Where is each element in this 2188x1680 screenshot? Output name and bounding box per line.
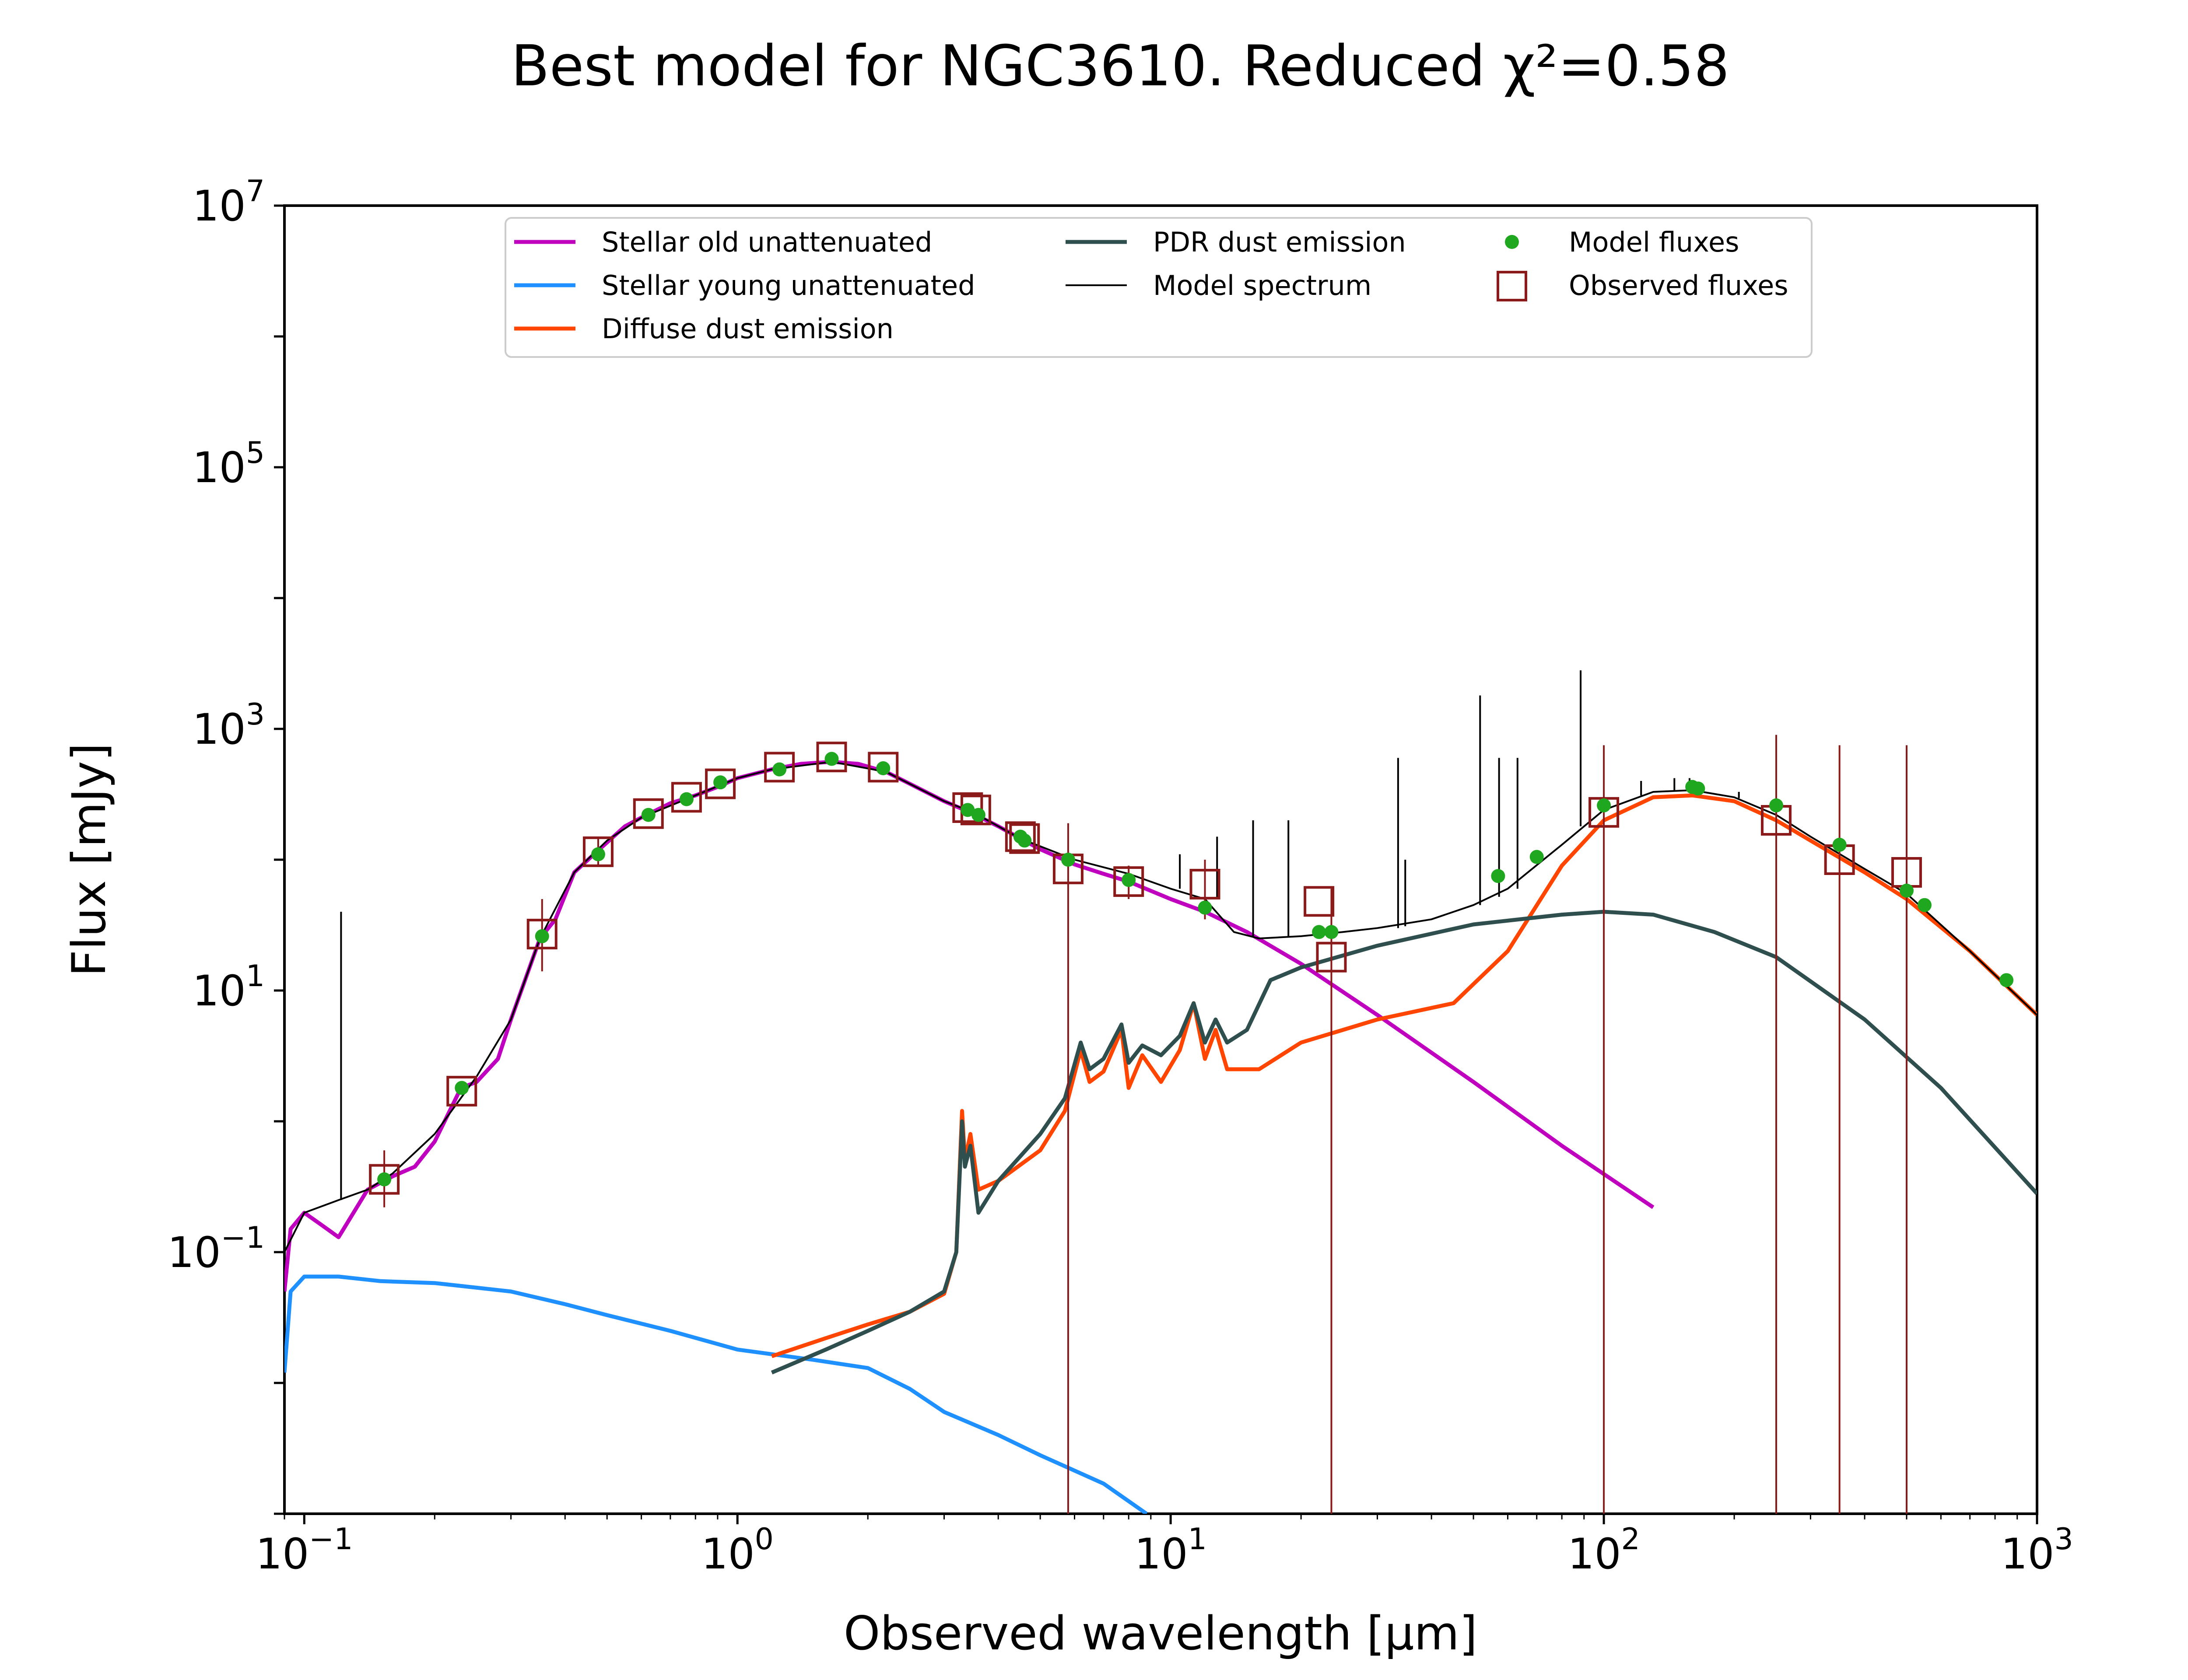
model-flux-point	[1061, 853, 1075, 867]
tick-label: 101	[193, 959, 265, 1015]
observed-flux-marker	[816, 742, 847, 773]
series-line-stellar-young-unattenuated	[284, 1274, 1148, 1514]
model-flux-point	[1324, 925, 1339, 939]
tick-label: 100	[701, 1522, 774, 1578]
model-flux-point	[1691, 781, 1705, 796]
model-flux-point	[1312, 925, 1326, 939]
legend-handle-observed-fluxes	[1497, 271, 1527, 301]
tick-label: 10−1	[168, 1221, 265, 1277]
legend-label-observed-fluxes: Observed fluxes	[1569, 270, 1788, 301]
tick-label: 105	[193, 436, 265, 492]
observed-fluxes-layer	[369, 742, 1922, 1195]
legend-box	[505, 217, 1813, 358]
model-flux-point	[1529, 850, 1544, 864]
series-layer	[284, 760, 2037, 1514]
legend-label-diffuse-dust-emission: Diffuse dust emission	[602, 313, 894, 345]
legend-label-model-fluxes: Model fluxes	[1569, 226, 1739, 258]
model-flux-point	[1832, 837, 1847, 852]
observed-flux-marker	[764, 752, 795, 783]
model-flux-point	[535, 929, 549, 943]
tick-label: 10−1	[256, 1522, 353, 1578]
model-flux-point	[1017, 833, 1032, 848]
observed-flux-marker	[1588, 797, 1620, 828]
legend-handle-model-fluxes	[1505, 235, 1519, 249]
model-flux-point	[1900, 883, 1914, 898]
model-flux-point	[641, 808, 656, 822]
model-flux-point	[971, 808, 985, 822]
model-flux-point	[591, 847, 605, 861]
series-line-pdr-dust-emission	[771, 910, 2037, 1375]
x-axis: 10−1 100 101 102 103	[256, 1514, 2073, 1578]
observed-flux-marker	[526, 919, 558, 950]
model-flux-point	[876, 761, 891, 776]
plot-frame	[283, 204, 2038, 1515]
observed-flux-marker	[369, 1164, 400, 1195]
model-flux-point	[713, 775, 728, 790]
series-line-stellar-old-unattenuated	[284, 760, 1655, 1292]
tick-label: 107	[193, 174, 265, 231]
model-flux-point	[1122, 873, 1136, 887]
tick-label: 103	[2001, 1522, 2073, 1578]
observed-flux-marker	[952, 792, 983, 823]
model-flux-point	[1917, 898, 1932, 912]
model-flux-point	[679, 792, 694, 806]
model-fluxes-layer	[377, 752, 2014, 1186]
model-flux-point	[455, 1081, 469, 1095]
model-flux-point	[1597, 798, 1611, 812]
observed-flux-marker	[868, 752, 899, 783]
legend-label-pdr-dust-emission: PDR dust emission	[1153, 226, 1406, 258]
model-flux-point	[961, 803, 975, 817]
model-flux-point	[1999, 973, 2014, 987]
model-flux-point	[772, 762, 787, 777]
model-flux-point	[377, 1172, 392, 1186]
model-flux-point	[824, 752, 839, 766]
observed-flux-marker	[633, 798, 664, 829]
observed-flux-marker	[446, 1076, 477, 1107]
tick-label: 101	[1134, 1522, 1206, 1578]
observed-flux-marker	[1189, 868, 1220, 900]
tick-label: 102	[1567, 1522, 1640, 1578]
tick-label: 103	[193, 697, 265, 754]
y-axis: 10−1 101 103 105 107	[168, 174, 284, 1515]
observed-flux-marker	[1009, 823, 1040, 854]
observed-flux-marker	[1304, 886, 1335, 917]
observed-flux-marker	[1316, 942, 1347, 973]
model-flux-point	[1769, 798, 1784, 812]
legend-label-stellar-young-unattenuated: Stellar young unattenuated	[602, 270, 975, 301]
observed-flux-marker	[1113, 866, 1144, 897]
observed-flux-marker	[705, 768, 736, 799]
observed-flux-marker	[1005, 821, 1036, 852]
legend-label-model-spectrum: Model spectrum	[1153, 270, 1371, 301]
legend: Stellar old unattenuated Stellar young un…	[505, 217, 1813, 358]
y-axis-label: Flux [mJy]	[62, 743, 116, 976]
model-flux-point	[1491, 869, 1505, 883]
chart-title: Best model for NGC3610. Reduced χ²=0.58	[511, 34, 1729, 99]
observed-flux-marker	[582, 836, 614, 867]
model-flux-point	[1198, 900, 1212, 915]
observed-flux-marker	[671, 782, 702, 813]
x-axis-label: Observed wavelength [μm]	[844, 1606, 1477, 1660]
legend-label-stellar-old-unattenuated: Stellar old unattenuated	[602, 226, 932, 258]
